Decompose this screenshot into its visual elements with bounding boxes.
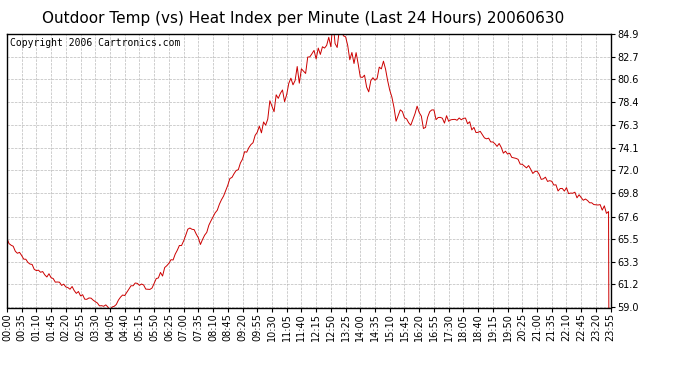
Text: Outdoor Temp (vs) Heat Index per Minute (Last 24 Hours) 20060630: Outdoor Temp (vs) Heat Index per Minute … (43, 11, 564, 26)
Text: Copyright 2006 Cartronics.com: Copyright 2006 Cartronics.com (10, 38, 180, 48)
